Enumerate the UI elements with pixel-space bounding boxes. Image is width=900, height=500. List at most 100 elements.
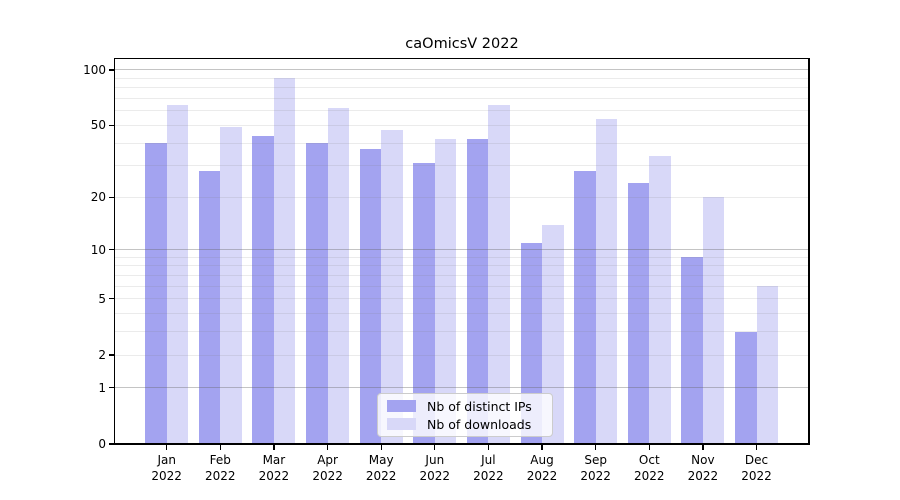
x-tick-label-apr: Apr 2022 (300, 452, 356, 484)
x-tick-label-year: 2022 (580, 469, 611, 483)
x-tick-label-month: Oct (638, 453, 660, 467)
chart-title: caOmicsV 2022 (405, 36, 519, 52)
bar-jan-distinct-ips (145, 143, 167, 444)
x-tick-label-year: 2022 (205, 469, 236, 483)
legend-swatch-downloads (387, 418, 416, 430)
legend-label-downloads: Nb of downloads (427, 416, 532, 432)
bar-apr-distinct-ips (306, 143, 328, 444)
y-tick-1 (108, 387, 114, 389)
gridline-minor-20 (115, 196, 809, 198)
gridline-minor-6 (115, 285, 809, 287)
gridline-minor-9 (115, 256, 809, 258)
bar-aug-downloads (542, 224, 564, 444)
x-tick-label-year: 2022 (258, 469, 290, 483)
x-tick-label-jun: Jun 2022 (407, 452, 463, 484)
gridline-major-100 (115, 69, 809, 71)
gridline-minor-3 (115, 331, 809, 333)
x-tick-label-dec: Dec 2022 (729, 452, 785, 484)
legend-item-distinct-ips: Nb of distinct IPs (387, 399, 543, 414)
gridline-minor-30 (115, 165, 809, 167)
x-tick-label-year: 2022 (419, 469, 451, 483)
bar-jun-distinct-ips (413, 163, 435, 444)
bar-dec-downloads (756, 286, 778, 444)
y-tick-5 (108, 298, 114, 300)
x-tick-label-jan: Jan 2022 (139, 452, 195, 484)
bar-jul-distinct-ips (466, 139, 489, 444)
y-tick-2 (108, 354, 114, 356)
x-tick-jun (434, 444, 436, 450)
gridline-minor-60 (115, 110, 809, 112)
x-tick-label-year: 2022 (312, 469, 343, 483)
bar-mar-distinct-ips (252, 135, 274, 444)
legend-swatch-distinct-ips (387, 400, 416, 412)
left-spine (113, 58, 115, 445)
y-tick-label-1: 1 (98, 380, 106, 395)
x-tick-label-month: Nov (691, 453, 715, 467)
gridline-minor-4 (115, 313, 809, 315)
y-tick-label-50: 50 (90, 118, 106, 133)
right-spine (808, 58, 810, 445)
gridline-minor-70 (115, 98, 809, 100)
x-tick-label-year: 2022 (634, 469, 665, 483)
y-tick-50 (108, 124, 114, 127)
y-tick-label-10: 10 (90, 242, 106, 257)
gridline-minor-8 (115, 265, 809, 267)
x-tick-aug (541, 444, 543, 450)
gridline-minor-80 (115, 87, 809, 89)
x-tick-label-may: May 2022 (353, 452, 409, 484)
bar-dec-distinct-ips (735, 331, 757, 444)
bar-oct-downloads (649, 155, 671, 444)
bar-nov-downloads (702, 197, 725, 444)
gridline-minor-50 (115, 124, 809, 126)
x-tick-jan (166, 444, 168, 450)
x-tick-jul (487, 444, 490, 450)
top-spine (113, 58, 810, 60)
plot-area (115, 59, 809, 444)
bar-nov-distinct-ips (681, 257, 703, 444)
x-tick-sep (595, 444, 597, 450)
x-tick-label-month: Aug (530, 453, 554, 467)
x-tick-label-year: 2022 (741, 469, 772, 483)
y-tick-label-2: 2 (98, 348, 106, 362)
x-tick-label-sep: Sep 2022 (568, 452, 624, 484)
x-tick-label-year: 2022 (526, 469, 558, 483)
y-tick-label-0: 0 (98, 437, 106, 451)
x-tick-feb (219, 444, 221, 450)
bar-may-downloads (381, 130, 403, 444)
x-tick-label-year: 2022 (687, 469, 719, 483)
x-tick-label-month: Jan (157, 453, 176, 467)
y-tick-20 (108, 196, 114, 198)
x-tick-label-nov: Nov 2022 (675, 452, 731, 484)
gridline-minor-5 (115, 298, 809, 300)
bar-sep-distinct-ips (574, 171, 596, 444)
x-tick-label-year: 2022 (473, 469, 504, 483)
x-tick-dec (755, 444, 758, 450)
x-tick-nov (702, 444, 704, 450)
bar-jul-downloads (488, 104, 510, 444)
y-tick-10 (108, 249, 114, 251)
x-tick-label-month: Sep (584, 453, 607, 467)
x-tick-label-aug: Aug 2022 (514, 452, 570, 484)
y-tick-label-20: 20 (90, 190, 106, 205)
legend-item-downloads: Nb of downloads (387, 417, 543, 432)
y-tick-label-100: 100 (83, 63, 106, 77)
gridline-major-1 (115, 387, 809, 389)
bar-apr-downloads (327, 108, 350, 444)
gridline-minor-90 (115, 77, 809, 79)
x-tick-oct (648, 444, 650, 450)
legend-label-distinct-ips: Nb of distinct IPs (427, 398, 532, 414)
x-tick-label-month: May (368, 453, 394, 467)
x-tick-label-month: Apr (317, 453, 338, 467)
x-tick-label-year: 2022 (151, 469, 182, 483)
bar-oct-distinct-ips (627, 183, 650, 444)
gridline-minor-7 (115, 275, 809, 276)
y-tick-0 (108, 443, 114, 445)
x-tick-label-month: Feb (209, 453, 231, 467)
x-tick-label-mar: Mar 2022 (246, 452, 302, 484)
gridline-major-10 (115, 249, 809, 251)
gridline-minor-40 (115, 142, 809, 144)
bar-mar-downloads (273, 77, 296, 444)
x-tick-apr (326, 444, 329, 450)
x-tick-label-year: 2022 (365, 469, 397, 483)
